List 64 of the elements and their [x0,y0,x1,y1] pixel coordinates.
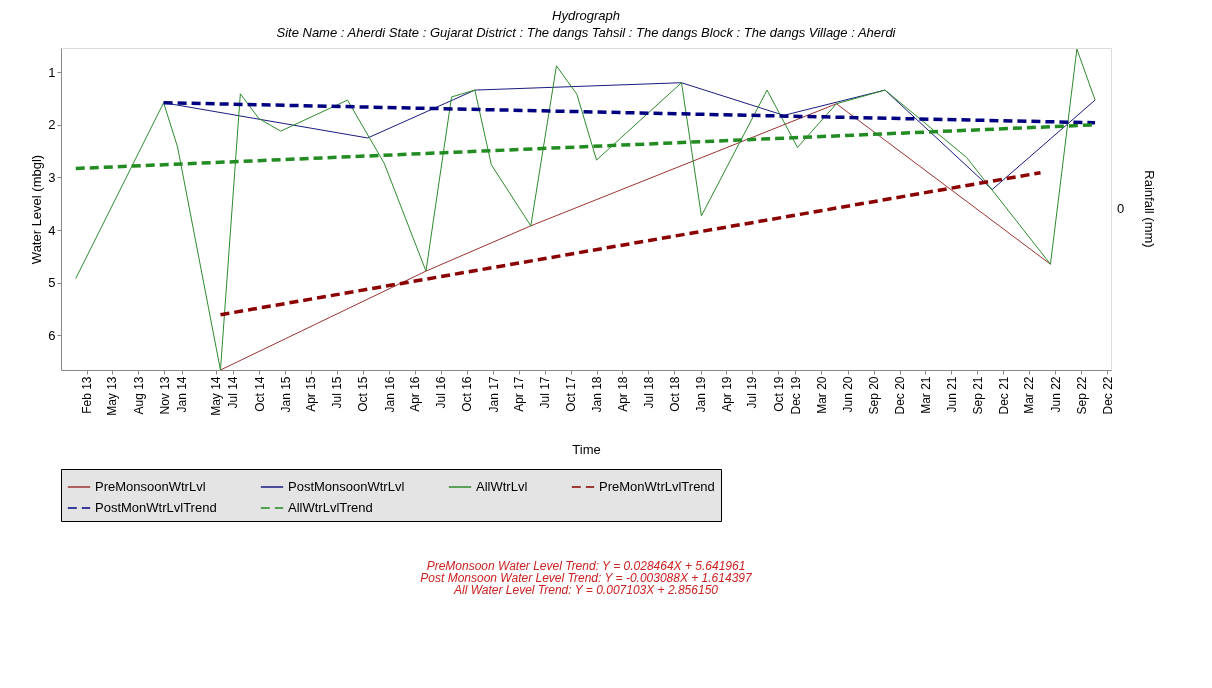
x-tick-label: Oct 15 [356,376,371,412]
x-tick-label: Aug 13 [131,376,146,415]
text: All Water Level Trend: Y = 0.007103X + 2.856150 [453,583,719,597]
legend-label: PreMonsoonWtrLvl [95,479,206,494]
x-tick-label: Jun 20 [841,376,856,413]
legend-label: PreMonWtrLvlTrend [599,479,715,494]
x-tick-label: Jun 22 [1048,376,1063,413]
line-series [219,103,1051,370]
x-tick-label: Jan 15 [278,376,293,413]
x-tick-label: Nov 13 [157,376,172,415]
x-tick-label: Dec 20 [893,376,908,415]
y-axis-title: Water Level (mbgl) [29,154,45,265]
x-tick-label: Apr 17 [512,376,527,412]
x-tick-label: Jul 16 [434,376,449,409]
x-tick-label: Sep 20 [867,376,882,415]
x-tick-label: Apr 16 [408,376,423,412]
y-tick-label: 2 [48,117,56,133]
x-tick-label: Mar 20 [814,376,829,414]
x-tick-label: Feb 13 [80,376,95,414]
x-tick-label: Sep 21 [970,376,985,415]
x-axis-title: Time [572,441,601,457]
y2-axis-title: Rainfall (mm) [1142,170,1157,248]
text: Post Monsoon Water Level Trend: Y = -0.003088X + 1.614397 [420,571,753,585]
y-tick-label: 4 [48,222,56,238]
y-tick-label: 6 [48,327,56,343]
x-tick-label: Jun 21 [944,376,959,413]
x-tick-label: Oct 19 [771,376,786,412]
x-tick-label: Jul 14 [226,376,241,409]
y-tick-label: 5 [48,275,56,291]
x-tick-label: Oct 18 [667,376,682,412]
x-tick-label: Apr 15 [304,376,319,412]
legend-label: PostMonsoonWtrLvl [288,479,405,494]
x-tick-label: Mar 21 [918,376,933,414]
x-tick-label: Oct 16 [460,376,475,412]
y-tick-label: 1 [48,64,56,80]
x-tick-label: Jan 19 [694,376,709,413]
x-tick-label: Mar 22 [1022,376,1037,414]
text: 0 [1117,201,1125,216]
chart-title: Hydrograph [552,8,620,23]
x-tick-label: Jul 19 [745,376,760,409]
x-tick-label: Jan 18 [590,376,605,413]
x-tick-label: Jan 16 [382,376,397,413]
x-tick-label: Apr 19 [719,376,734,412]
x-tick-label: Sep 22 [1074,376,1089,415]
x-tick-label: Dec 19 [788,376,803,415]
legend-label: AllWtrLvlTrend [288,500,373,515]
chart-subtitle: Site Name : Aherdi State : Gujarat District : The dangs Tahsil : The dangs Block : The dangs Village : Aherdi [276,25,897,40]
x-tick-label: Oct 17 [564,376,579,412]
x-tick-label: May 13 [105,376,120,416]
x-tick-label: Jul 17 [538,376,552,409]
y-tick-label: 3 [48,169,56,185]
x-tick-label: May 14 [209,376,224,416]
x-tick-label: Dec 22 [1100,376,1115,415]
x-tick-label: Jul 18 [641,376,656,409]
x-tick-label: Jan 14 [175,376,190,413]
x-tick-label: Jan 17 [486,376,501,413]
x-tick-label: Jul 15 [330,376,345,409]
line-series [75,48,1096,370]
legend-label: AllWtrLvl [476,479,528,494]
legend-label: PostMonWtrLvlTrend [95,500,217,515]
text: PreMonsoon Water Level Trend: Y = 0.028464X + 5.641961 [426,559,746,573]
x-tick-label: Oct 14 [252,376,267,412]
x-tick-label: Apr 18 [615,376,630,412]
x-tick-label: Dec 21 [996,376,1011,415]
